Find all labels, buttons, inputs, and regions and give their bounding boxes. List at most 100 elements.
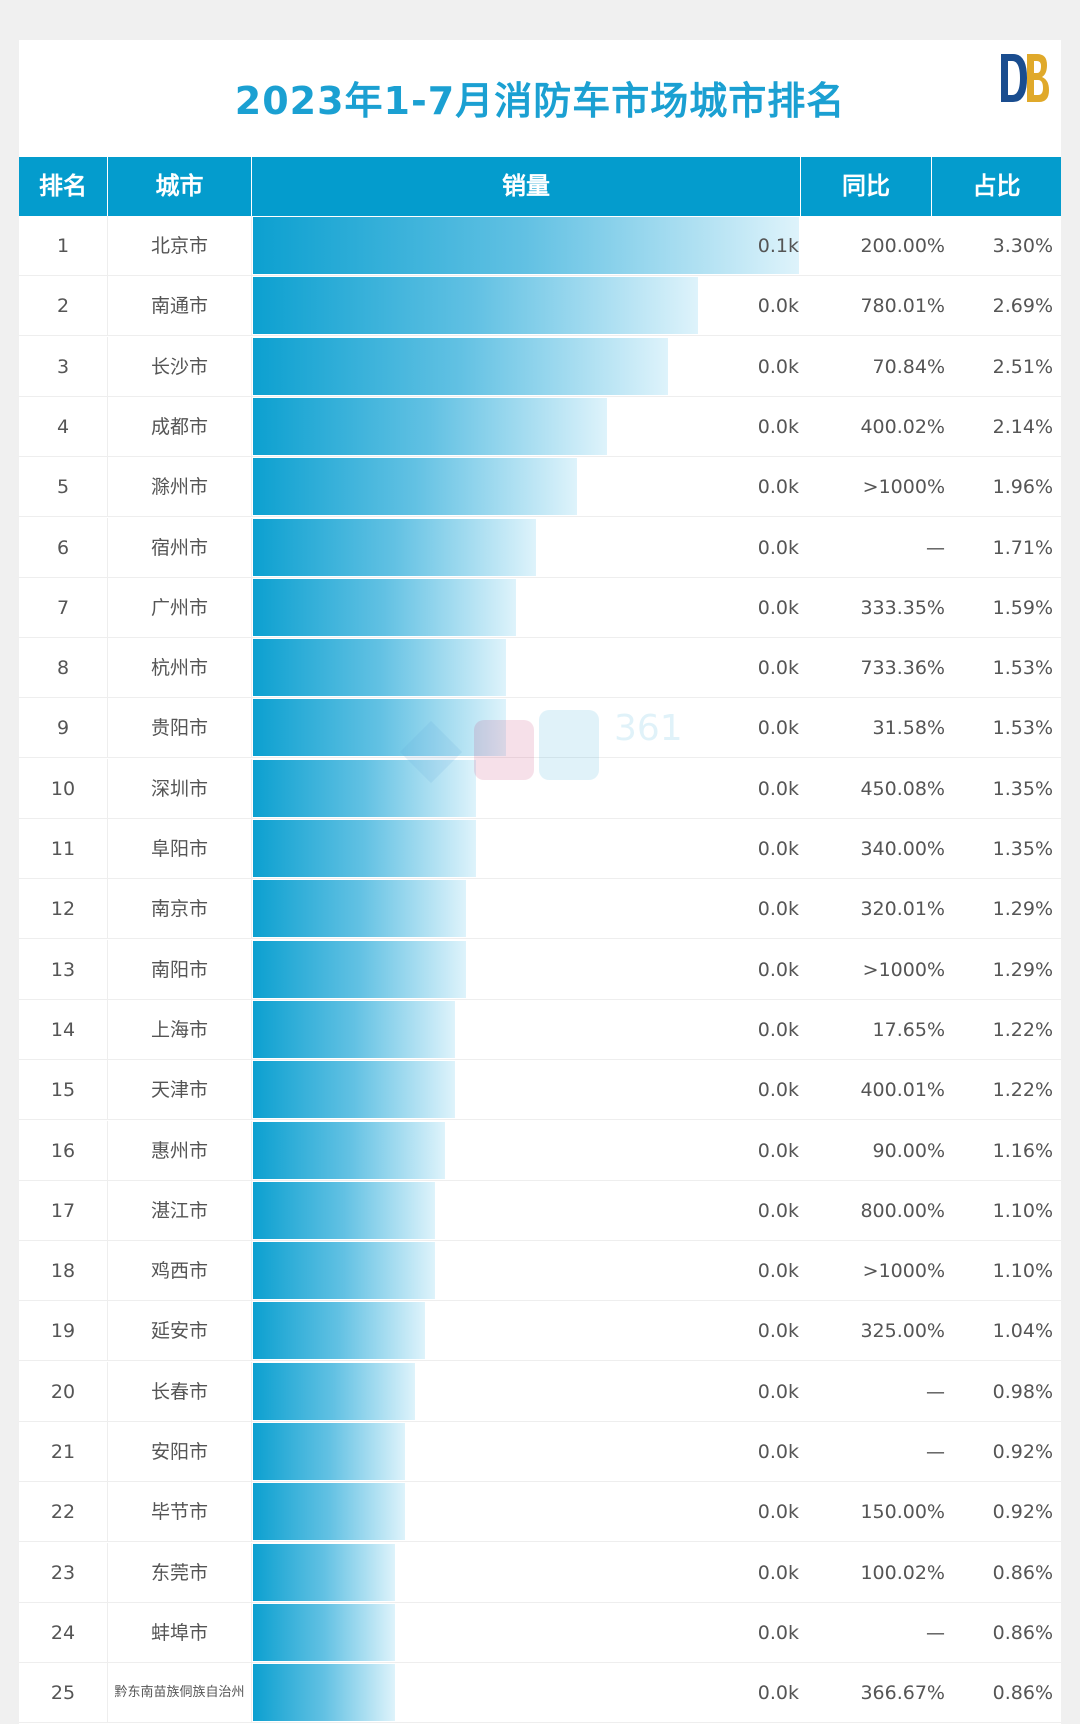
sales-bar (253, 940, 467, 998)
table-row: 22 毕节市 0.0k 150.00% 0.92% (19, 1482, 1061, 1543)
row-divider (19, 516, 1061, 518)
svg-text:361: 361 (614, 708, 683, 749)
table-row: 7 广州市 0.0k 333.35% 1.59% (19, 577, 1061, 638)
row-divider (19, 335, 1061, 337)
column-divider (107, 879, 108, 940)
yoy-cell: 90.00% (872, 1139, 945, 1162)
sales-bar (253, 880, 467, 938)
column-divider (107, 1602, 108, 1663)
header-sales: 销量 (502, 172, 550, 200)
yoy-cell: 733.36% (860, 657, 945, 680)
row-divider (19, 938, 1061, 940)
table-row: 8 杭州市 0.0k 733.36% 1.53% (19, 638, 1061, 699)
city-cell: 天津市 (150, 1079, 208, 1102)
row-divider (19, 636, 1061, 638)
row-divider (19, 1300, 1061, 1302)
yoy-cell: >1000% (862, 958, 945, 981)
column-divider (107, 577, 108, 638)
column-divider (107, 819, 108, 879)
row-divider (19, 1541, 1061, 1543)
city-cell: 宿州市 (150, 536, 208, 559)
column-divider (251, 1542, 252, 1603)
sales-bar (253, 1543, 396, 1601)
share-cell: 0.92% (992, 1501, 1053, 1524)
sales-bar (253, 337, 669, 395)
header-rank: 排名 (39, 172, 87, 200)
share-cell: 1.22% (992, 1018, 1053, 1041)
table-row: 19 延安市 0.0k 325.00% 1.04% (19, 1301, 1061, 1362)
share-cell: 1.96% (992, 476, 1053, 499)
column-divider (251, 758, 252, 819)
rank-cell: 18 (50, 1260, 76, 1283)
row-divider (19, 1239, 1061, 1241)
share-cell: 1.59% (992, 596, 1053, 619)
city-cell: 惠州市 (150, 1139, 208, 1162)
row-divider (19, 1058, 1061, 1060)
rank-cell: 12 (50, 898, 76, 921)
yoy-cell: 333.35% (860, 596, 945, 619)
rank-cell: 5 (56, 476, 70, 499)
city-cell: 蚌埠市 (150, 1621, 208, 1644)
rank-cell: 24 (50, 1621, 76, 1644)
table-row: 13 南阳市 0.0k >1000% 1.29% (19, 939, 1061, 1000)
column-divider (251, 1060, 252, 1121)
yoy-cell: 780.01% (860, 295, 945, 318)
table-row: 20 长春市 0.0k — 0.98% (19, 1361, 1061, 1422)
table-row: 16 惠州市 0.0k 90.00% 1.16% (19, 1120, 1061, 1181)
table-row: 2 南通市 0.0k 780.01% 2.69% (19, 276, 1061, 337)
share-cell: 2.69% (992, 295, 1053, 318)
header-yoy: 同比 (842, 172, 890, 200)
sales-value-label: 0.1k (757, 235, 799, 257)
share-cell: 0.92% (992, 1441, 1053, 1463)
table-body: 1 北京市 0.1k 200.00% 3.30% 2 南通市 0.0k 780.01% 2.69%… (19, 216, 1061, 1724)
sales-value-label: 0.0k (757, 898, 799, 921)
rank-cell: 14 (50, 1018, 76, 1041)
yoy-cell: — (926, 536, 945, 559)
city-cell: 鸡西市 (150, 1260, 208, 1283)
column-divider (251, 1180, 252, 1241)
yoy-cell: >1000% (862, 1260, 945, 1283)
sales-value-label: 0.0k (757, 1682, 799, 1705)
sales-bar (253, 458, 578, 516)
sales-value-label: 0.0k (757, 1501, 799, 1524)
sales-bar (253, 820, 477, 877)
column-divider (107, 1542, 108, 1603)
table-row: 17 湛江市 0.0k 800.00% 1.10% (19, 1180, 1061, 1241)
row-divider (19, 395, 1061, 397)
sales-value-label: 0.0k (757, 777, 799, 800)
sales-bar (253, 1121, 445, 1179)
yoy-cell: 325.00% (860, 1320, 945, 1343)
column-divider (251, 517, 252, 578)
column-divider (107, 336, 108, 397)
column-divider (251, 216, 252, 276)
sales-value-label: 0.0k (757, 657, 799, 680)
column-divider (251, 939, 252, 1000)
header-city: 城市 (155, 172, 204, 200)
column-divider (107, 1180, 108, 1241)
yoy-cell: 340.00% (860, 838, 945, 860)
column-divider (251, 396, 252, 457)
column-divider (107, 638, 108, 699)
row-divider (19, 1722, 1061, 1724)
rank-cell: 10 (50, 777, 76, 800)
table-row: 15 天津市 0.0k 400.01% 1.22% (19, 1060, 1061, 1121)
column-divider (251, 1361, 252, 1422)
sales-bar (253, 277, 699, 335)
column-divider (107, 276, 108, 337)
city-cell: 广州市 (150, 596, 208, 619)
rank-cell: 7 (56, 596, 70, 619)
row-divider (19, 275, 1061, 276)
column-divider (251, 1241, 252, 1302)
sales-bar (253, 639, 507, 697)
yoy-cell: 450.08% (860, 777, 945, 800)
share-cell: 1.04% (992, 1320, 1053, 1343)
table-row: 5 滁州市 0.0k >1000% 1.96% (19, 457, 1061, 518)
rank-cell: 15 (50, 1079, 76, 1102)
column-divider (107, 396, 108, 457)
share-cell: 1.10% (992, 1260, 1053, 1283)
column-divider (107, 1361, 108, 1422)
city-cell: 黔东南苗族侗族自治州 (114, 1685, 245, 1701)
table-row: 18 鸡西市 0.0k >1000% 1.10% (19, 1241, 1061, 1302)
yoy-cell: 366.67% (860, 1682, 945, 1705)
row-divider (19, 1360, 1061, 1362)
